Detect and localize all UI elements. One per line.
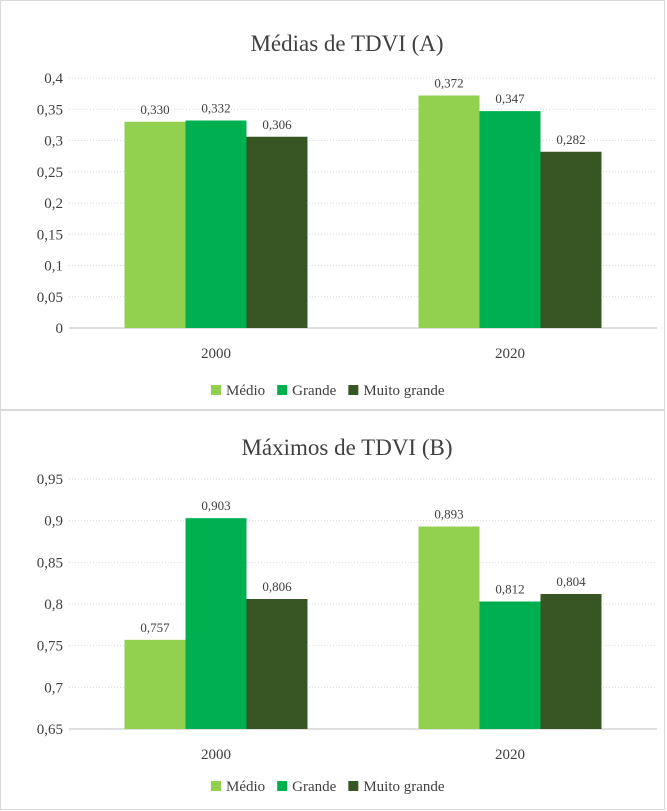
y-axis-ticks: 0 0,05 0,1 0,15 0,2 0,25 0,3 0,35 0,4 <box>37 71 64 337</box>
data-label: 0,306 <box>262 117 292 132</box>
bar <box>124 639 186 729</box>
x-axis-categories: 2000 2020 <box>201 747 525 763</box>
bar <box>479 601 541 729</box>
legend: Médio Grande Muito grande <box>211 383 445 399</box>
data-label: 0,757 <box>140 620 170 635</box>
y-tick-label: 0,65 <box>37 722 63 738</box>
y-tick-label: 0,85 <box>37 555 63 571</box>
data-label: 0,372 <box>434 76 463 91</box>
y-tick-label: 0,1 <box>44 259 63 275</box>
y-tick-label: 0,7 <box>44 680 63 696</box>
chart-panel-a: Médias de TDVI (A) 0 0,05 0,1 0,15 0,2 0,25 0,… <box>0 0 665 410</box>
y-tick-label: 0,2 <box>44 196 63 212</box>
bars <box>124 95 602 328</box>
legend-swatch <box>348 781 359 791</box>
y-tick-label: 0,9 <box>44 514 63 530</box>
legend-label: Grande <box>292 779 336 795</box>
legend-swatch <box>277 385 288 395</box>
y-tick-label: 0,15 <box>37 227 63 243</box>
data-labels: 0,330 0,332 0,306 0,372 0,347 0,282 <box>140 76 585 147</box>
bar <box>246 599 308 729</box>
bar <box>246 136 308 328</box>
chart-title: Máximos de TDVI (B) <box>241 435 452 460</box>
y-tick-label: 0 <box>56 321 64 337</box>
data-label: 0,812 <box>495 582 524 597</box>
bar <box>540 151 602 328</box>
chart-b-svg: Máximos de TDVI (B) 0,650,70,750,80,850,… <box>37 435 657 795</box>
data-label: 0,893 <box>434 507 463 522</box>
x-tick-label: 2020 <box>495 346 525 362</box>
legend-swatch <box>211 385 221 395</box>
bars <box>124 518 602 729</box>
data-label: 0,347 <box>495 91 525 106</box>
chart-panel-b: Máximos de TDVI (B) 0,65 0,7 0,75 0,8 0,85 0,… <box>0 410 665 810</box>
data-label: 0,330 <box>140 102 169 117</box>
bar <box>185 120 247 328</box>
x-tick-label: 2000 <box>201 747 231 763</box>
chart-a-svg: Médias de TDVI (A) 0 0,05 0,1 0,15 0,2 0,25 0,… <box>37 31 657 399</box>
y-tick-label: 0,4 <box>44 71 63 87</box>
y-tick-label: 0,35 <box>37 102 63 118</box>
legend-label: Muito grande <box>363 779 445 795</box>
data-labels: 0,757 0,903 0,806 0,893 0,812 0,804 <box>140 498 586 635</box>
y-tick-label: 0,25 <box>37 165 63 181</box>
chart-title: Médias de TDVI (A) <box>250 31 443 56</box>
legend-swatch <box>211 781 221 791</box>
y-axis-ticks: 0,65 0,7 0,75 0,8 0,85 0,9 0,95 <box>37 472 64 738</box>
data-label: 0,806 <box>262 579 292 594</box>
legend-swatch <box>277 781 288 791</box>
y-tick-label: 0,75 <box>37 639 63 655</box>
y-tick-label: 0,95 <box>37 472 63 488</box>
legend: Médio Grande Muito grande <box>211 779 445 795</box>
y-tick-label: 0,3 <box>44 134 63 150</box>
data-label: 0,804 <box>556 574 586 589</box>
bar <box>418 95 480 328</box>
bar <box>418 526 480 729</box>
legend-label: Médio <box>226 383 265 399</box>
bar <box>479 111 541 328</box>
legend-label: Muito grande <box>363 383 445 399</box>
legend-label: Grande <box>292 383 336 399</box>
y-tick-label: 0,8 <box>44 597 63 613</box>
data-label: 0,903 <box>201 498 230 513</box>
legend-label: Médio <box>226 779 265 795</box>
x-tick-label: 2020 <box>495 747 525 763</box>
bar <box>185 518 247 729</box>
data-label: 0,332 <box>201 101 230 116</box>
data-label: 0,282 <box>556 132 585 147</box>
x-tick-label: 2000 <box>201 346 231 362</box>
legend-swatch <box>348 385 359 395</box>
y-tick-label: 0,05 <box>37 290 63 306</box>
bar <box>540 594 602 729</box>
bar <box>124 121 186 328</box>
x-axis-categories: 2000 2020 <box>201 346 525 362</box>
